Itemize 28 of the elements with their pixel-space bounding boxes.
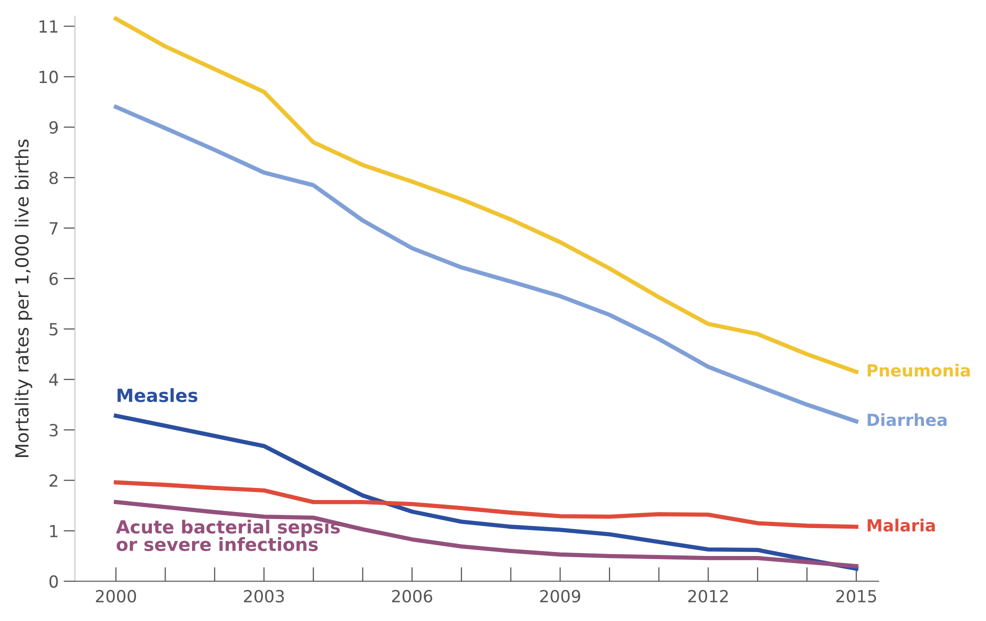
y-tick-label: 7 [50, 222, 58, 234]
x-tick-label: 2009 [540, 590, 580, 602]
y-tick-label: 4 [49, 374, 58, 386]
y-tick-label: 6 [50, 272, 58, 286]
x-tick-label: 2012 [688, 590, 728, 602]
series-label: Measles [118, 388, 198, 402]
x-tick-label: 2015 [836, 590, 876, 602]
line-series [114, 500, 858, 568]
line-series [114, 104, 858, 424]
y-tick-label: 8 [49, 172, 58, 184]
series-label: Malaria [868, 518, 935, 532]
y-tick-label: 0 [49, 575, 58, 588]
y-tick-label: 10 [40, 70, 58, 84]
x-tick-label: 2003 [244, 590, 284, 602]
x-tick-label: 2000 [96, 590, 136, 602]
series-label: Pneumonia [868, 364, 970, 377]
y-tick-label: 2 [50, 474, 58, 487]
y-tick-label: 5 [50, 323, 58, 336]
y-axis-title: Mortality rates per 1,000 live births [14, 140, 32, 457]
line-series [114, 16, 858, 374]
y-tick-label: 3 [50, 424, 58, 436]
series-label: Acute bacterial sepsis or severe infections [116, 520, 340, 552]
series-label: Diarrhea [868, 413, 947, 426]
y-tick-label: 9 [49, 121, 58, 134]
y-tick-label: 11 [40, 20, 58, 33]
line-series [114, 414, 858, 571]
x-tick-label: 2006 [392, 590, 432, 602]
y-tick-label: 1 [50, 524, 58, 538]
